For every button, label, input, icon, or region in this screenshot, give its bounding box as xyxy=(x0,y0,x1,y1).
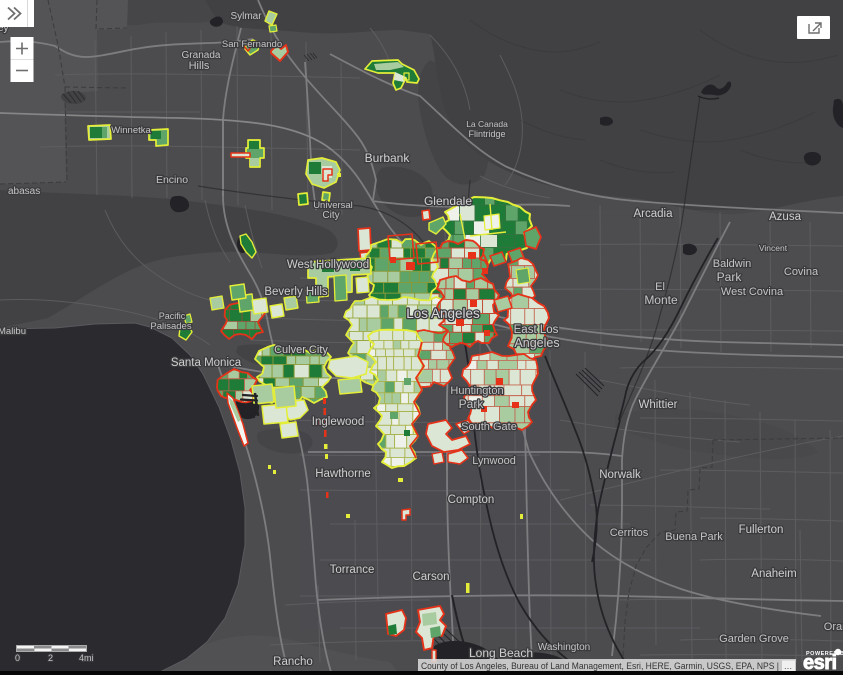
svg-text:Inglewood: Inglewood xyxy=(312,416,364,428)
svg-text:Sylmar: Sylmar xyxy=(230,11,262,22)
svg-text:ey: ey xyxy=(0,23,9,34)
svg-text:Carson: Carson xyxy=(412,571,449,583)
svg-text:2: 2 xyxy=(48,653,53,663)
svg-text:Torrance: Torrance xyxy=(330,564,375,576)
svg-text:Vincent: Vincent xyxy=(759,243,788,253)
svg-text:Winnetka: Winnetka xyxy=(111,125,151,136)
svg-text:Rancho: Rancho xyxy=(273,656,313,668)
svg-text:Monte: Monte xyxy=(644,293,678,307)
svg-text:Hawthorne: Hawthorne xyxy=(315,468,371,480)
svg-text:Flintridge: Flintridge xyxy=(468,129,505,139)
svg-text:Azusa: Azusa xyxy=(769,211,802,223)
svg-text:Oran: Oran xyxy=(824,621,843,633)
svg-text:...: ... xyxy=(784,661,792,672)
svg-text:Norwalk: Norwalk xyxy=(599,469,641,481)
svg-text:Encino: Encino xyxy=(156,174,188,186)
svg-text:Covina: Covina xyxy=(784,266,819,278)
svg-text:San Fernando: San Fernando xyxy=(222,39,282,50)
svg-text:City: City xyxy=(322,210,339,221)
svg-text:South Gate: South Gate xyxy=(461,421,517,433)
svg-text:Cerritos: Cerritos xyxy=(610,527,649,539)
svg-text:Park: Park xyxy=(459,397,485,411)
svg-text:Malibu: Malibu xyxy=(0,326,26,337)
svg-text:West Covina: West Covina xyxy=(721,286,784,298)
svg-text:Washington: Washington xyxy=(538,642,590,653)
svg-text:Lynwood: Lynwood xyxy=(472,455,516,467)
svg-text:La Canada: La Canada xyxy=(466,119,508,129)
svg-text:Angeles: Angeles xyxy=(514,336,559,350)
svg-text:County of Los Angeles, Bureau: County of Los Angeles, Bureau of Land Ma… xyxy=(421,661,779,672)
svg-text:Burbank: Burbank xyxy=(365,151,411,165)
svg-text:Palisades: Palisades xyxy=(150,321,191,332)
svg-text:El: El xyxy=(655,281,665,293)
svg-text:Huntington: Huntington xyxy=(450,385,503,397)
svg-text:West Hollywood: West Hollywood xyxy=(287,259,369,271)
svg-text:0: 0 xyxy=(15,653,20,663)
svg-text:Long Beach: Long Beach xyxy=(469,646,533,660)
svg-text:Hills: Hills xyxy=(189,60,210,72)
svg-text:Pacific: Pacific xyxy=(159,311,186,321)
svg-text:4mi: 4mi xyxy=(79,653,94,663)
svg-text:East Los: East Los xyxy=(514,324,559,336)
svg-text:Santa Monica: Santa Monica xyxy=(171,357,242,369)
svg-text:Arcadia: Arcadia xyxy=(634,208,674,220)
svg-text:Whittier: Whittier xyxy=(639,399,678,411)
svg-text:Universal: Universal xyxy=(313,200,353,211)
svg-text:esri: esri xyxy=(803,652,837,674)
svg-text:Compton: Compton xyxy=(448,494,495,506)
svg-text:Buena Park: Buena Park xyxy=(665,531,723,543)
svg-text:Anaheim: Anaheim xyxy=(751,568,796,580)
svg-text:Glendale: Glendale xyxy=(424,194,472,208)
svg-text:Garden Grove: Garden Grove xyxy=(719,633,789,645)
svg-text:Fullerton: Fullerton xyxy=(739,524,784,536)
svg-text:Culver City: Culver City xyxy=(274,344,328,356)
svg-text:Granada: Granada xyxy=(182,50,221,61)
svg-text:Beverly Hills: Beverly Hills xyxy=(264,286,328,298)
svg-text:POWERED BY: POWERED BY xyxy=(806,651,843,657)
svg-text:Baldwin: Baldwin xyxy=(713,258,752,270)
svg-text:Park: Park xyxy=(717,270,743,284)
svg-text:abasas: abasas xyxy=(8,186,40,197)
svg-text:Los Angeles: Los Angeles xyxy=(406,306,480,321)
